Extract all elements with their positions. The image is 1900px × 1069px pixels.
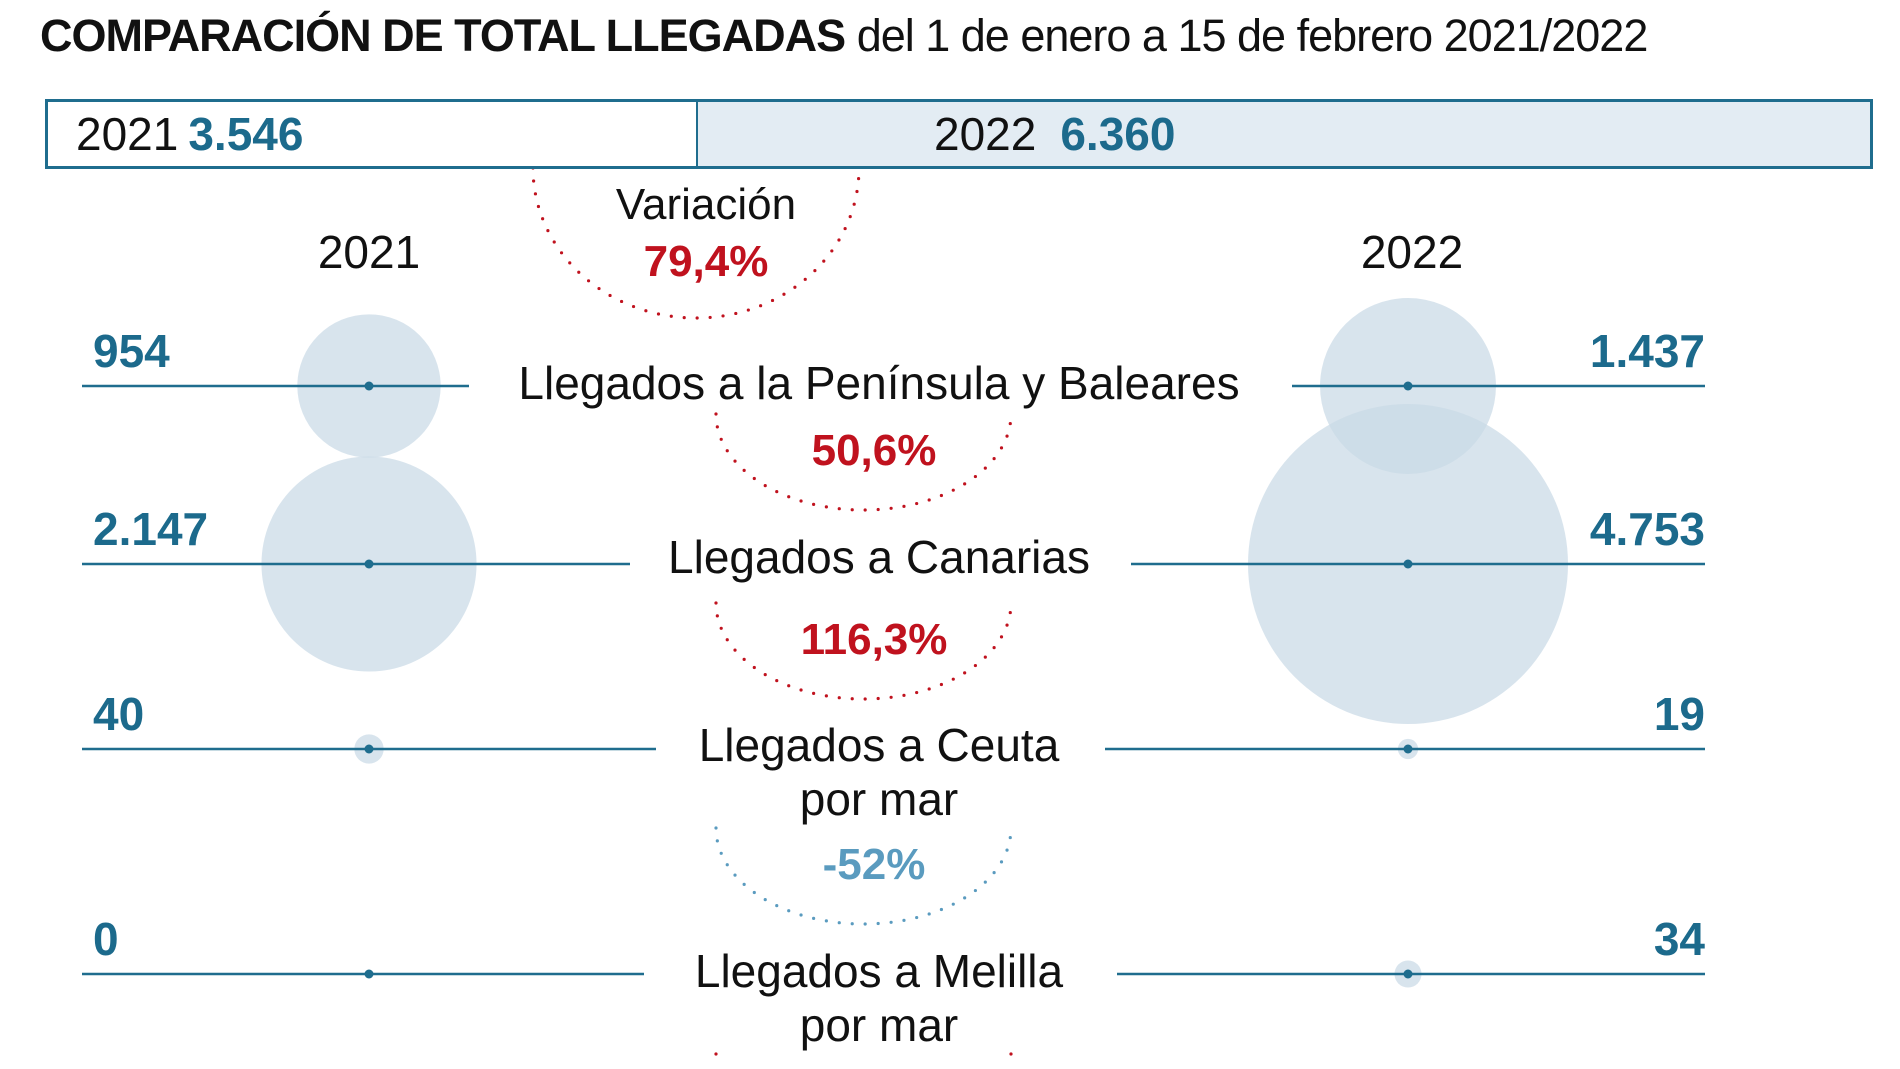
value-2022: 1.437 — [1589, 325, 1705, 377]
row-variation: -52% — [822, 840, 926, 889]
variation-arc — [714, 826, 1013, 926]
total-year: 2022 — [934, 108, 1037, 160]
year-header-2022: 2022 — [1360, 226, 1464, 278]
point-2022 — [1403, 381, 1413, 391]
value-2022: 19 — [1653, 688, 1705, 740]
value-2021: 954 — [93, 325, 170, 377]
chart-subtitle: del 1 de enero a 15 de febrero 2021/2022 — [856, 10, 1649, 61]
total-year: 2021 — [76, 108, 179, 160]
total-value: 3.546 — [188, 108, 304, 160]
value-2022: 34 — [1653, 913, 1705, 965]
value-2022: 4.753 — [1589, 503, 1705, 555]
value-2021: 2.147 — [93, 503, 209, 555]
point-2022 — [1403, 969, 1413, 979]
row-label: Llegados a Ceuta — [688, 718, 1070, 772]
variation-arc — [714, 412, 1013, 512]
row-label: Llegados a Canarias — [658, 530, 1100, 584]
total-2022: 2022 6.360 — [698, 102, 1870, 166]
total-variation-arc — [531, 166, 861, 320]
row-label: Llegados a la Península y Baleares — [508, 356, 1250, 410]
chart-title-block: COMPARACIÓN DE TOTAL LLEGADAS del 1 de e… — [40, 10, 1649, 62]
value-2021: 0 — [93, 913, 119, 965]
variation-arc — [714, 601, 1013, 701]
total-value: 6.360 — [1060, 108, 1176, 160]
totals-bar: 2021 3.546 2022 6.360 — [45, 99, 1873, 169]
value-2021: 40 — [93, 688, 145, 740]
row-variation: 116,3% — [800, 615, 948, 664]
row-label: Llegados a Melilla — [684, 944, 1074, 998]
variation-arc — [714, 1052, 1013, 1068]
point-2021 — [364, 559, 374, 569]
year-header-2021: 2021 — [317, 226, 421, 278]
total-variation: 79,4% — [643, 237, 769, 286]
variation-label: Variación — [615, 180, 797, 229]
chart-title: COMPARACIÓN DE TOTAL LLEGADAS — [40, 10, 846, 61]
row-variation: 50,6% — [811, 426, 937, 475]
point-2021 — [364, 381, 374, 391]
total-2021: 2021 3.546 — [48, 102, 698, 166]
point-2021 — [364, 969, 374, 979]
row-label: por mar — [789, 772, 969, 826]
point-2022 — [1403, 744, 1413, 754]
point-2022 — [1403, 559, 1413, 569]
point-2021 — [364, 744, 374, 754]
row-label: por mar — [789, 998, 969, 1052]
